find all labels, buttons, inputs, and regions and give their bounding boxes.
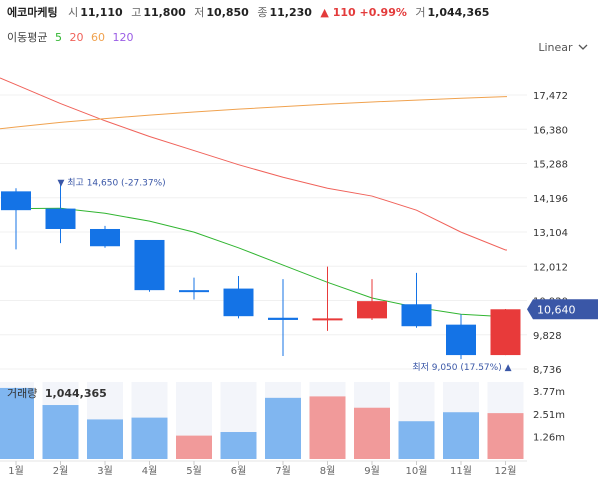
- candle-body: [268, 317, 298, 320]
- volume-value: 1,044,365: [427, 6, 490, 19]
- ma-line-ma20: [0, 77, 507, 251]
- volume-bar: [176, 435, 212, 459]
- volume-bar: [42, 405, 79, 459]
- ma-legend-label: 이동평균: [7, 31, 48, 44]
- volume-tick-label: 3.77m: [533, 387, 565, 398]
- candle-body: [446, 324, 476, 356]
- volume-tick-label: 1.26m: [533, 432, 565, 443]
- high-value: 11,800: [143, 6, 186, 19]
- volume-bar: [265, 397, 301, 459]
- y-tick-label: 17,472: [533, 91, 568, 102]
- volume-bar: [487, 413, 524, 459]
- close-value: 11,230: [269, 6, 312, 19]
- scale-selector[interactable]: Linear: [538, 41, 588, 54]
- low-label: 저: [194, 6, 205, 19]
- x-tick-label: 3월: [97, 465, 113, 477]
- y-tick-label: 9,828: [533, 331, 562, 342]
- change-value: ▲ 110 +0.99%: [320, 6, 407, 19]
- x-tick-label: 4월: [142, 465, 158, 477]
- volume-bar: [0, 387, 34, 459]
- volume-bar: [398, 421, 435, 459]
- y-tick-label: 8,736: [533, 365, 562, 376]
- volume-bar: [443, 412, 479, 459]
- open-value: 11,110: [80, 6, 123, 19]
- y-tick-label: 15,288: [533, 160, 568, 171]
- ma-period-60: 60: [90, 31, 105, 44]
- volume-bar: [131, 417, 168, 459]
- candle-body: [223, 288, 254, 317]
- price-header: 에코마케팅 시 11,110 고 11,800 저 10,850 종 11,230 ▲ …: [7, 4, 494, 22]
- low-value: 10,850: [206, 6, 249, 19]
- candle-body: [357, 301, 387, 319]
- y-tick-label: 13,104: [533, 228, 568, 239]
- ma-period-120: 120: [112, 31, 134, 44]
- x-tick-label: 2월: [53, 465, 69, 477]
- moving-average-legend[interactable]: 이동평균 5 20 60 120: [7, 29, 137, 45]
- x-tick-label: 5월: [186, 465, 202, 477]
- volume-bar: [87, 419, 123, 459]
- chevron-down-icon: [578, 44, 588, 50]
- candle-body: [401, 304, 432, 327]
- x-tick-label: 7월: [275, 465, 291, 477]
- x-tick-label: 1월: [8, 465, 24, 477]
- volume-title-value: 1,044,365: [45, 387, 107, 400]
- stock-name: 에코마케팅: [7, 6, 58, 19]
- candle-body: [45, 208, 76, 229]
- close-label: 종: [257, 6, 268, 19]
- candle-body: [490, 309, 521, 356]
- x-tick-label: 10월: [406, 465, 428, 477]
- volume-title-label: 거래량: [7, 387, 37, 400]
- high-label: 고: [131, 6, 142, 19]
- x-tick-label: 11월: [450, 465, 472, 477]
- volume-title: 거래량 1,044,365: [7, 387, 107, 400]
- volume-bar: [220, 432, 257, 459]
- candle-body: [312, 318, 343, 321]
- volume-bar: [354, 407, 390, 459]
- y-tick-label: 16,380: [533, 125, 568, 136]
- candle-body: [134, 239, 165, 291]
- x-tick-label: 12월: [495, 465, 517, 477]
- max-price-label: ▼ 최고 14,650 (-27.37%): [58, 178, 166, 189]
- volume-label: 거: [415, 6, 426, 19]
- candle-body: [179, 290, 209, 293]
- scale-label: Linear: [538, 41, 573, 54]
- volume-tick-label: 2.51m: [533, 410, 565, 421]
- min-price-label: 최저 9,050 (17.57%) ▲: [412, 362, 511, 373]
- candle-body: [90, 228, 120, 247]
- ma-period-5: 5: [54, 31, 62, 44]
- x-tick-label: 9월: [364, 465, 380, 477]
- candle-body: [1, 191, 31, 211]
- open-label: 시: [68, 6, 79, 19]
- x-tick-label: 6월: [231, 465, 247, 477]
- current-price-label: 10,640: [537, 303, 576, 316]
- y-tick-label: 14,196: [533, 194, 568, 205]
- volume-bar: [309, 396, 346, 459]
- x-tick-label: 8월: [320, 465, 336, 477]
- y-tick-label: 12,012: [533, 262, 568, 273]
- ma-period-20: 20: [69, 31, 84, 44]
- current-price-badge: [527, 299, 598, 320]
- ma-line-ma60: [0, 96, 507, 130]
